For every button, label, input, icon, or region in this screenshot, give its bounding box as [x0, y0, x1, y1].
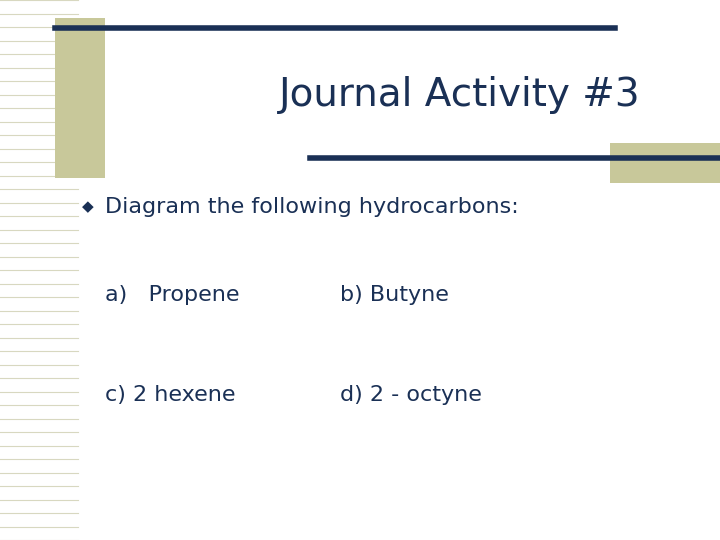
- Text: Diagram the following hydrocarbons:: Diagram the following hydrocarbons:: [105, 197, 518, 217]
- Bar: [55, 18, 105, 178]
- Text: c) 2 hexene: c) 2 hexene: [105, 385, 235, 405]
- Text: d) 2 - octyne: d) 2 - octyne: [340, 385, 482, 405]
- Text: Journal Activity #3: Journal Activity #3: [279, 76, 641, 114]
- Text: ◆: ◆: [82, 199, 94, 214]
- Bar: [610, 143, 720, 183]
- Text: b) Butyne: b) Butyne: [340, 285, 449, 305]
- Text: a)   Propene: a) Propene: [105, 285, 240, 305]
